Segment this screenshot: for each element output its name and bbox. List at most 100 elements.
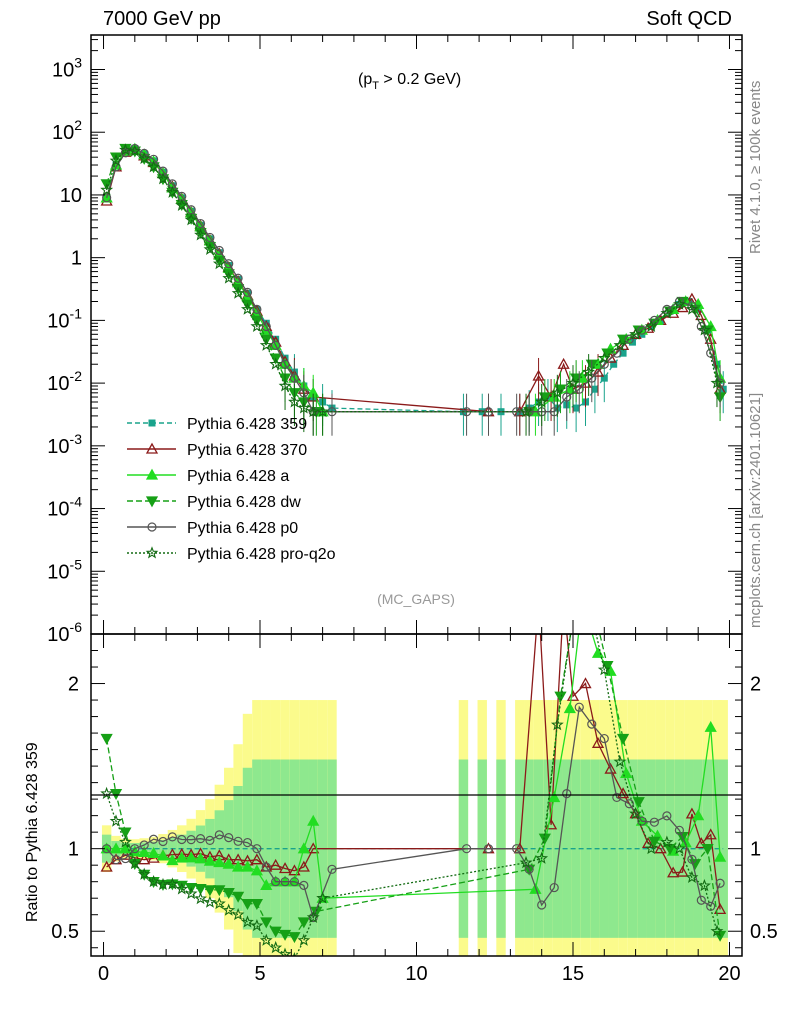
ratio-series [100, 596, 727, 956]
ratio-point-p0 [158, 836, 168, 847]
y-tick-label: 1 [71, 248, 82, 270]
main-point-pro [597, 351, 611, 364]
ratio-y-label: Ratio to Pythia 6.428 359 [24, 742, 41, 922]
ratio-point-dw [297, 917, 310, 929]
ratio-point-s370 [704, 828, 717, 840]
ratio-point-pro [710, 924, 724, 937]
ratio-point-a [138, 845, 151, 857]
ratio-point-a [307, 814, 320, 826]
ratio-point-a [213, 856, 226, 868]
ratio-point-pro [568, 612, 578, 621]
ratio-point-dw [213, 885, 226, 897]
ratio-point-p0 [205, 835, 215, 846]
ratio-point-p0 [186, 835, 196, 845]
legend-label-p0: Pythia 6.428 p0 [187, 520, 298, 537]
y-tick-label: 10-1 [47, 305, 82, 332]
main-series [100, 142, 727, 436]
ratio-point-pro [156, 877, 170, 891]
ratio-point-p0 [167, 832, 177, 842]
ratio-point-pro [222, 903, 236, 916]
ratio-point-s370 [566, 689, 580, 701]
main-point-dw [109, 152, 123, 164]
ratio-point-p0 [696, 895, 706, 905]
axis-ticks: 0 5 10 15 2010-610-510-410-310-210-111010210… [47, 35, 778, 985]
ratio-point-p0 [130, 844, 140, 854]
ratio-point-s370 [591, 736, 605, 748]
ratio-point-p0 [537, 900, 547, 910]
ratio-point-dw [250, 899, 263, 911]
ratio-point-p0 [461, 844, 472, 854]
ratio-point-p0 [599, 733, 609, 744]
main-point-p0 [483, 407, 494, 417]
ratio-point-p0 [261, 862, 271, 872]
main-point-pro [629, 327, 642, 340]
ratio-point-s370 [579, 677, 592, 689]
main-point-pro [698, 323, 711, 336]
ratio-point-pro [644, 841, 658, 855]
ratio-point-p0 [624, 799, 634, 809]
ratio-point-p0 [715, 878, 725, 888]
ratio-y-tick-label-right: 0.5 [750, 921, 778, 943]
main-point-a [563, 382, 576, 394]
main-point-pro [660, 306, 674, 319]
ratio-point-p0 [549, 882, 559, 893]
ratio-point-s370 [100, 860, 113, 872]
ratio-point-p0 [252, 844, 262, 854]
ratio-point-dw [554, 691, 567, 703]
main-point-s359 [591, 385, 599, 393]
ratio-point-pro [194, 891, 207, 905]
ratio-point-pro [128, 856, 142, 870]
x-tick-label: 10 [405, 963, 427, 985]
ratio-point-a [297, 842, 310, 854]
ratio-point-s370 [138, 853, 151, 865]
main-point-pro [240, 302, 254, 315]
ratio-point-dw [260, 917, 273, 929]
ratio-plot-frame [90, 633, 743, 957]
ratio-line-pro [105, 634, 718, 956]
ratio-point-p0 [562, 789, 572, 799]
main-point-pro [259, 338, 273, 351]
main-point-pro [165, 185, 179, 198]
ratio-point-a [231, 860, 245, 872]
main-point-pro [566, 376, 580, 389]
main-point-pro [212, 256, 226, 270]
ratio-point-s370 [534, 596, 544, 605]
ratio-point-p0 [327, 864, 337, 874]
main-point-pro [128, 144, 142, 157]
main-point-p0 [120, 148, 131, 158]
y-tick-label: 10-6 [47, 619, 82, 646]
main-point-pro [147, 160, 160, 173]
ratio-point-pro [240, 915, 254, 928]
ratio-point-pro [550, 718, 564, 731]
ratio-point-p0 [139, 840, 149, 850]
band-green-bin [718, 759, 728, 938]
main-line-pro [105, 149, 718, 413]
ratio-point-dw [663, 844, 677, 856]
ratio-point-dw [203, 885, 217, 897]
main-point-pro [673, 297, 686, 310]
ratio-point-s370 [695, 837, 708, 849]
ratio-point-p0 [195, 834, 206, 844]
ratio-point-a [147, 847, 160, 859]
ratio-point-pro [660, 835, 674, 848]
ratio-y-tick-label-right: 2 [750, 674, 761, 696]
main-point-pro [297, 401, 311, 414]
y-tick-label: 102 [52, 117, 82, 144]
main-point-p0 [252, 304, 262, 314]
legend-marker-s370 [145, 442, 159, 454]
main-point-p0 [624, 334, 634, 344]
band-green-bin [580, 759, 591, 938]
ratio-point-s370 [667, 866, 680, 878]
main-point-pro [100, 183, 114, 196]
ratio-point-a [175, 851, 188, 863]
side-label-bottom: mcplots.cern.ch [arXiv:2401.10621] [747, 392, 764, 628]
ratio-y-tick-label-right: 1 [750, 839, 761, 861]
main-point-p0 [512, 407, 522, 417]
main-line-a [105, 148, 721, 413]
ratio-point-pro [212, 896, 226, 910]
main-line-p0 [105, 147, 721, 413]
ratio-point-dw [288, 932, 301, 944]
main-point-p0 [674, 296, 685, 307]
ratio-point-dw [648, 836, 661, 848]
